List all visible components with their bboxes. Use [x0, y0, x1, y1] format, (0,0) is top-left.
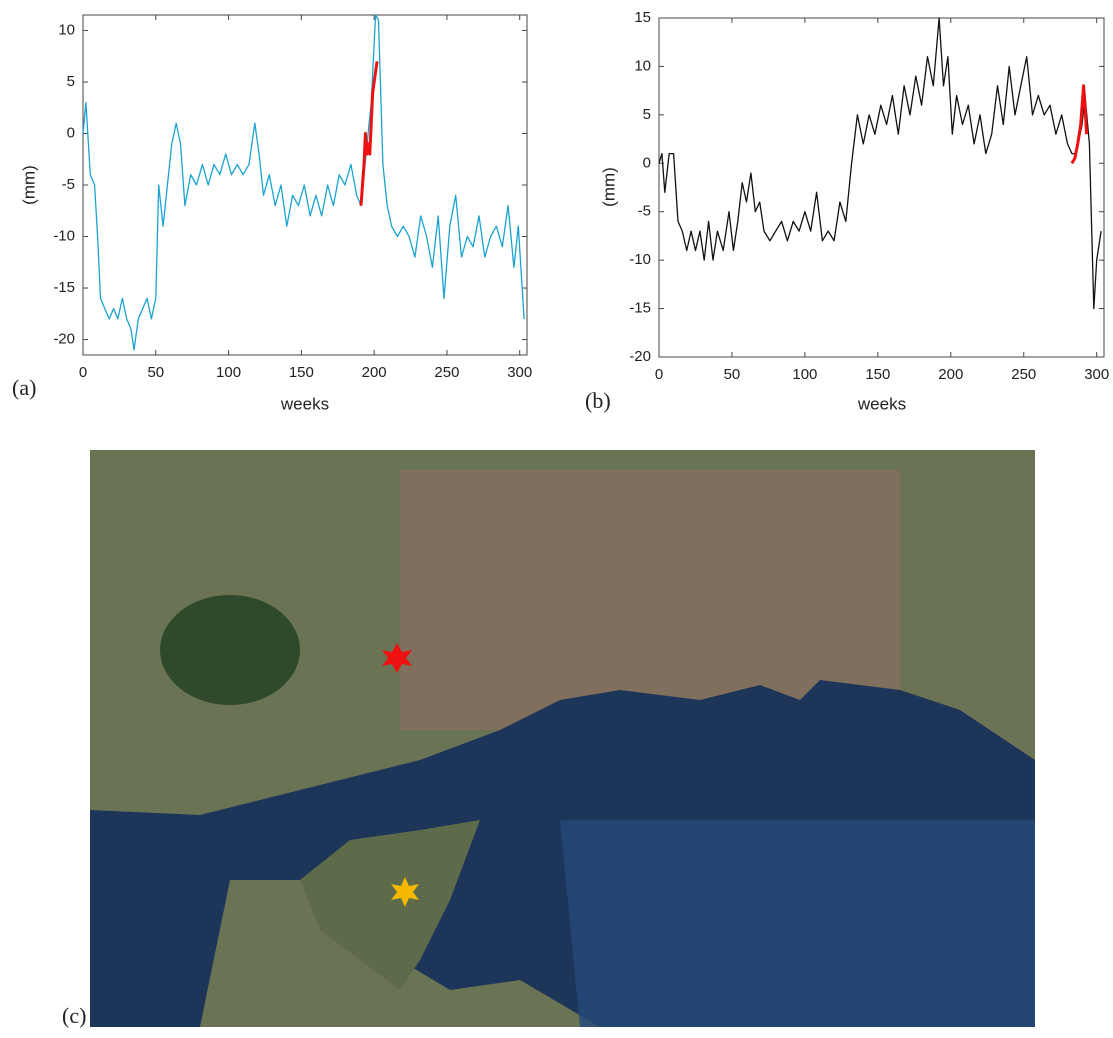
x-tick-label: 100 — [792, 366, 817, 383]
y-tick-label: -10 — [629, 251, 651, 268]
figure: (c) 050100150200250300-20-15-10-50510wee… — [0, 0, 1113, 1033]
page: (c) 050100150200250300-20-15-10-50510wee… — [0, 0, 1113, 1033]
x-tick-label: 200 — [938, 366, 963, 383]
x-axis-label: weeks — [280, 394, 329, 413]
x-tick-label: 200 — [362, 364, 387, 381]
map-crater — [160, 595, 300, 705]
y-tick-label: 10 — [58, 21, 75, 38]
x-tick-label: 0 — [79, 364, 87, 381]
y-tick-label: 5 — [67, 73, 75, 90]
plot-frame — [659, 18, 1104, 357]
y-tick-label: -15 — [629, 300, 651, 317]
x-tick-label: 250 — [1011, 366, 1036, 383]
map-sea-light — [560, 820, 1035, 1027]
y-tick-label: -10 — [53, 227, 75, 244]
x-tick-label: 0 — [655, 366, 663, 383]
data-line — [361, 61, 377, 205]
x-tick-label: 50 — [724, 366, 741, 383]
x-tick-label: 50 — [147, 364, 164, 381]
x-tick-label: 250 — [434, 364, 459, 381]
x-tick-label: 300 — [1084, 366, 1109, 383]
x-axis-label: weeks — [857, 394, 906, 413]
y-tick-label: -15 — [53, 279, 75, 296]
y-tick-label: 10 — [634, 57, 651, 74]
panel-label: (c) — [62, 1003, 86, 1028]
y-tick-label: 0 — [643, 154, 651, 171]
x-tick-label: 100 — [216, 364, 241, 381]
x-tick-label: 150 — [289, 364, 314, 381]
panel-label: (a) — [12, 375, 36, 400]
data-line — [659, 18, 1101, 309]
map: (c) — [62, 450, 1035, 1028]
y-tick-label: -20 — [629, 348, 651, 365]
y-tick-label: -20 — [53, 331, 75, 348]
x-tick-label: 300 — [507, 364, 532, 381]
y-axis-label: (mm) — [599, 167, 618, 207]
plot-frame — [83, 15, 527, 355]
y-axis-label: (mm) — [19, 165, 38, 205]
data-line — [1072, 86, 1087, 164]
panel-label: (b) — [585, 388, 611, 413]
y-tick-label: -5 — [62, 176, 75, 193]
y-tick-label: -5 — [638, 203, 651, 220]
data-line — [83, 15, 524, 350]
x-tick-label: 150 — [865, 366, 890, 383]
y-tick-label: 15 — [634, 9, 651, 26]
y-tick-label: 0 — [67, 124, 75, 141]
y-tick-label: 5 — [643, 106, 651, 123]
